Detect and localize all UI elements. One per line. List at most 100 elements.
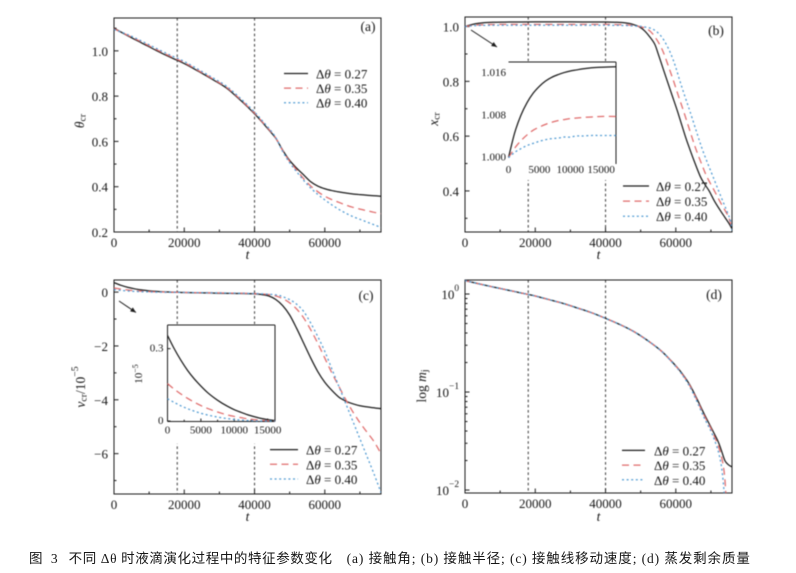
- legend-label: Δθ = 0.40: [306, 472, 357, 487]
- y-axis: 0 −2 −4 −6: [94, 285, 119, 482]
- legend-label: Δθ = 0.35: [306, 457, 357, 472]
- inset-x-tick-label: 5000: [190, 425, 213, 437]
- x-tick-label: 0: [111, 235, 118, 250]
- curve-0.27: [508, 66, 617, 158]
- x-tick-label: 60000: [660, 235, 693, 250]
- x-axis: 0 20000 40000 60000: [111, 227, 361, 250]
- inset-background: [164, 324, 278, 444]
- x-tick-label: 0: [462, 235, 469, 250]
- x-tick-label: 20000: [519, 235, 552, 250]
- y-tick-label: 0.4: [92, 179, 109, 194]
- curve-0.40: [465, 280, 725, 493]
- curve-0.40: [465, 24, 732, 231]
- series-group: [465, 280, 732, 493]
- legend-label: Δθ = 0.27: [656, 179, 708, 194]
- legend-label: Δθ = 0.40: [316, 95, 367, 110]
- y-tick-label: 0.2: [92, 225, 108, 240]
- series-group: [167, 335, 276, 422]
- x-axis: 0 20000 40000 60000: [111, 489, 361, 512]
- inset-x-tick-label: 10000: [221, 425, 249, 437]
- series-group: [114, 27, 381, 229]
- y-tick-label: 1.0: [92, 43, 108, 58]
- y-tick-label: 1.0: [443, 19, 459, 34]
- y-tick-label: 0.6: [92, 134, 109, 149]
- panel-b-chart: 0 20000 40000 60000 0.4 0.6 0.8 1.0 t xcr (b) Δθ = …: [426, 16, 733, 262]
- x-axis-label: t: [246, 509, 251, 524]
- y-axis: 100 10−1 10−2: [436, 284, 470, 498]
- curve-0.35: [114, 28, 381, 215]
- inset-chart: 0 5000 10000 15000 0 0.3 10−5: [130, 324, 282, 444]
- curve-0.27: [114, 27, 381, 197]
- curve-0.27: [465, 280, 732, 468]
- panel-a-chart: 0 20000 40000 60000 0.2 0.4 0.6 0.8 1.0 t θcr (a) Δθ…: [72, 17, 382, 262]
- curve-0.27: [167, 335, 276, 422]
- x-tick-label: 20000: [168, 235, 201, 250]
- x-axis-label: t: [246, 247, 251, 262]
- y-tick-label: 10−1: [436, 382, 459, 399]
- inset-x-tick-label: 0: [506, 164, 512, 176]
- curve-0.27: [465, 21, 732, 230]
- y-axis: 0.2 0.4 0.6 0.8 1.0: [92, 27, 119, 240]
- y-tick-label: 0: [102, 285, 109, 300]
- caption-title: 不同 Δθ 时液滴演化过程中的特征参数变化: [68, 551, 333, 566]
- panel-label: (a): [361, 19, 376, 34]
- arrow-head: [130, 307, 136, 313]
- y-axis-label: θcr: [72, 113, 88, 128]
- y-tick-label: 0.4: [443, 183, 460, 198]
- inset-background: [478, 61, 619, 180]
- series-group: [465, 21, 732, 231]
- curve-0.35: [167, 383, 276, 422]
- inset-x-tick-label: 15000: [587, 164, 615, 176]
- series-group: [508, 66, 617, 159]
- y-tick-label: −2: [94, 338, 108, 353]
- curve-0.40: [508, 134, 616, 159]
- panel-label: (d): [706, 287, 722, 302]
- x-tick-label: 60000: [660, 496, 693, 511]
- y-tick-label: 0.8: [443, 74, 459, 89]
- axes-frame: [464, 279, 733, 494]
- x-axis-label: t: [597, 247, 602, 262]
- legend-label: Δθ = 0.40: [654, 472, 705, 487]
- caption-subfigure-list: (a) 接触角; (b) 接触半径; (c) 接触线移动速度; (d) 蒸发剩余…: [346, 551, 751, 566]
- y-tick-label: 100: [441, 284, 459, 301]
- arrow-head: [491, 42, 497, 47]
- x-axis-label: t: [597, 509, 602, 524]
- x-tick-label: 40000: [589, 235, 622, 250]
- x-tick-label: 20000: [519, 496, 552, 511]
- y-axis-label: log mj: [414, 369, 430, 402]
- panel-label: (c): [359, 288, 374, 303]
- legend-label: Δθ = 0.35: [656, 194, 707, 209]
- axes-frame: [464, 16, 733, 233]
- y-tick-label: −4: [94, 392, 108, 407]
- x-tick-label: 40000: [238, 497, 271, 512]
- inset-y-tick-label: 0.3: [150, 343, 164, 355]
- y-axis-label: xcr: [426, 111, 442, 126]
- inset-x-tick-label: 10000: [557, 164, 585, 176]
- inset-chart: 0 5000 10000 15000 1.000 1.008 1.016: [478, 61, 619, 180]
- series-group: [114, 281, 381, 493]
- x-tick-label: 40000: [589, 496, 622, 511]
- inset-y-tick-label: 1.016: [481, 67, 506, 79]
- y-axis-label: vcr/10−5: [69, 366, 89, 407]
- x-tick-label: 40000: [238, 235, 271, 250]
- y-tick-label: 0.8: [92, 89, 108, 104]
- legend-label: Δθ = 0.27: [306, 442, 358, 457]
- inset-y-tick-label: 0: [158, 415, 164, 427]
- curve-0.40: [114, 28, 381, 229]
- curve-0.35: [508, 115, 617, 158]
- legend-label: Δθ = 0.27: [316, 66, 368, 81]
- y-tick-label: −6: [94, 446, 108, 461]
- curve-0.27: [114, 281, 381, 410]
- y-tick-label: 10−2: [436, 480, 459, 497]
- legend-label: Δθ = 0.40: [656, 209, 707, 224]
- inset-x-tick-label: 15000: [254, 425, 282, 437]
- x-tick-label: 0: [462, 496, 469, 511]
- legend-label: Δθ = 0.35: [316, 81, 367, 96]
- x-axis: 0 20000 40000 60000: [462, 227, 712, 250]
- panel-d-chart: 0 20000 40000 60000 100 10−1 10−2 t log mj (d) Δθ …: [414, 279, 733, 524]
